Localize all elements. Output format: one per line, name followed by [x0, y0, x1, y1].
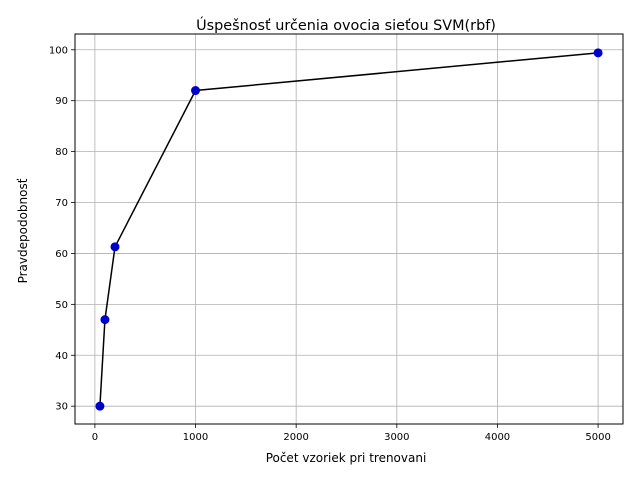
- data-point: [100, 315, 110, 325]
- data-point: [593, 48, 603, 58]
- plot-frame: [74, 33, 624, 425]
- series-layer: [95, 48, 603, 411]
- x-axis-ticks: 0 1000 2000 3000 4000 5000: [92, 424, 611, 443]
- x-tick-label: 1000: [183, 432, 208, 443]
- y-tick-label: 100: [49, 45, 68, 56]
- x-axis-label: Počet vzoriek pri trenovani: [266, 451, 427, 465]
- y-tick-label: 40: [55, 351, 68, 362]
- x-tick-label: 2000: [283, 432, 308, 443]
- y-tick-label: 30: [55, 402, 68, 413]
- y-tick-label: 70: [55, 198, 68, 209]
- y-tick-label: 80: [55, 147, 68, 158]
- grid: [75, 34, 623, 424]
- data-point: [191, 86, 201, 96]
- x-tick-label: 0: [92, 432, 98, 443]
- chart-title: Úspešnosť určenia ovocia sieťou SVM(rbf): [196, 16, 496, 34]
- x-tick-label: 4000: [485, 432, 510, 443]
- x-tick-label: 3000: [384, 432, 409, 443]
- y-tick-label: 50: [55, 300, 68, 311]
- y-tick-label: 60: [55, 249, 68, 260]
- data-point: [110, 242, 120, 252]
- data-point: [95, 401, 105, 411]
- y-axis-ticks: 30 40 50 60 70 80 90 100: [49, 45, 75, 413]
- x-tick-label: 5000: [585, 432, 610, 443]
- y-tick-label: 90: [55, 96, 68, 107]
- y-axis-label: Pravdepodobnosť: [16, 178, 30, 283]
